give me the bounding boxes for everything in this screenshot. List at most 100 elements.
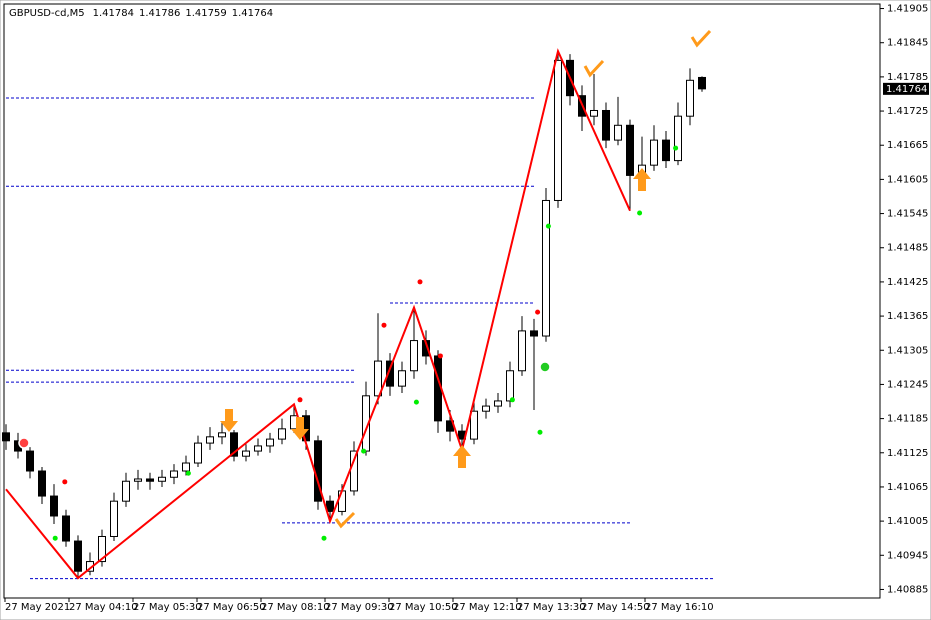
close: 1.41764 [232,8,273,19]
candle-body [482,405,490,412]
candle-body [218,432,226,438]
candle-body [410,340,418,372]
zigzag-line [5,48,631,580]
y-tick-label: 1.41725 [887,106,928,117]
signal-dot [297,397,303,403]
candle-body [2,432,10,442]
x-tick-label: 27 May 08:10 [261,602,330,613]
signal-icons [220,168,651,468]
candle-body [530,330,538,337]
candle-body [158,476,166,482]
y-tick-label: 1.41905 [887,4,928,15]
candle-body [374,360,382,397]
candle-body [554,59,562,201]
x-tick-label: 27 May 05:30 [133,602,202,613]
signal-dot [509,397,515,403]
y-tick-label: 1.41125 [887,448,928,459]
candle-body [98,535,106,563]
candle-body [278,428,286,440]
y-tick-label: 1.41365 [887,311,928,322]
high: 1.41786 [139,8,180,19]
y-tick-label: 1.41425 [887,277,928,288]
candle-body [122,480,130,502]
candle-body [254,445,262,452]
y-tick-label: 1.41305 [887,345,928,356]
x-tick-label: 27 May 04:10 [69,602,138,613]
y-tick-label: 1.41665 [887,140,928,151]
candle-body [266,438,274,447]
candle-body [662,139,670,162]
plot-area [3,3,881,599]
y-tick-label: 1.41065 [887,482,928,493]
check [334,511,356,529]
candle-body [614,124,622,141]
candle-body [626,124,634,176]
down-arrow [291,417,309,440]
signal-dot [185,470,191,476]
candle-body [350,450,358,492]
candle-body [494,400,502,407]
y-tick-label: 1.41845 [887,38,928,49]
candle-body [170,470,178,478]
signal-dot [413,399,419,405]
x-tick-label: 27 May 2021 [5,602,70,613]
header: GBPUSD-cd,M5 1.41784 1.41786 1.41759 1.41764 [9,8,273,19]
x-tick-label: 27 May 09:30 [325,602,394,613]
entry-circle [18,437,30,449]
y-tick-label: 1.41605 [887,174,928,185]
up-arrow [633,168,651,191]
y-tick-label: 1.41005 [887,516,928,527]
marks [2,48,714,580]
candle-body [602,109,610,141]
candle-body [386,360,394,387]
signal-dot [535,309,541,315]
signal-dot [321,535,327,541]
candle-body [542,199,550,337]
signal-dot [381,322,387,328]
y-tick-label: 1.41185 [887,414,928,425]
x-tick-label: 27 May 10:50 [389,602,458,613]
candle-body [50,495,58,517]
signal-dot [537,429,543,435]
candle-body [134,478,142,482]
candle-body [470,410,478,440]
up-arrow [453,445,471,468]
low: 1.41759 [185,8,226,19]
signal-dot [545,223,551,229]
check-icons [334,29,712,529]
check [583,59,605,78]
signal-dot [437,353,443,359]
candle-body [326,500,334,512]
y-tick-label: 1.40885 [887,584,928,595]
entry-circle [539,361,551,373]
candle-body [518,330,526,372]
candle-body [674,115,682,162]
candle-body [146,478,154,482]
candle-body [506,370,514,402]
candle-body [194,442,202,464]
y-tick-label: 1.40945 [887,550,928,561]
y-tick-label: 1.41485 [887,243,928,254]
y-tick-label: 1.41545 [887,209,928,220]
candle-body [230,432,238,457]
x-tick-label: 27 May 13:30 [517,602,586,613]
signal-dot [637,210,643,216]
candle-body [338,490,346,512]
signal-dot [673,145,679,151]
candle-body [110,500,118,537]
candle-body [686,79,694,117]
candle-body [26,450,34,472]
y-tick-label: 1.41785 [887,72,928,83]
check [690,29,712,48]
candle-body [206,436,214,444]
signal-dot [52,535,58,541]
candle-body [698,76,706,90]
down-arrow [220,409,238,432]
candle-body [590,109,598,117]
y-tick-label: 1.41245 [887,379,928,390]
signal-dot [361,448,367,454]
candle-body [398,370,406,387]
symbol: GBPUSD-cd,M5 [9,8,85,19]
price-box [883,82,929,95]
candle-body [650,139,658,166]
